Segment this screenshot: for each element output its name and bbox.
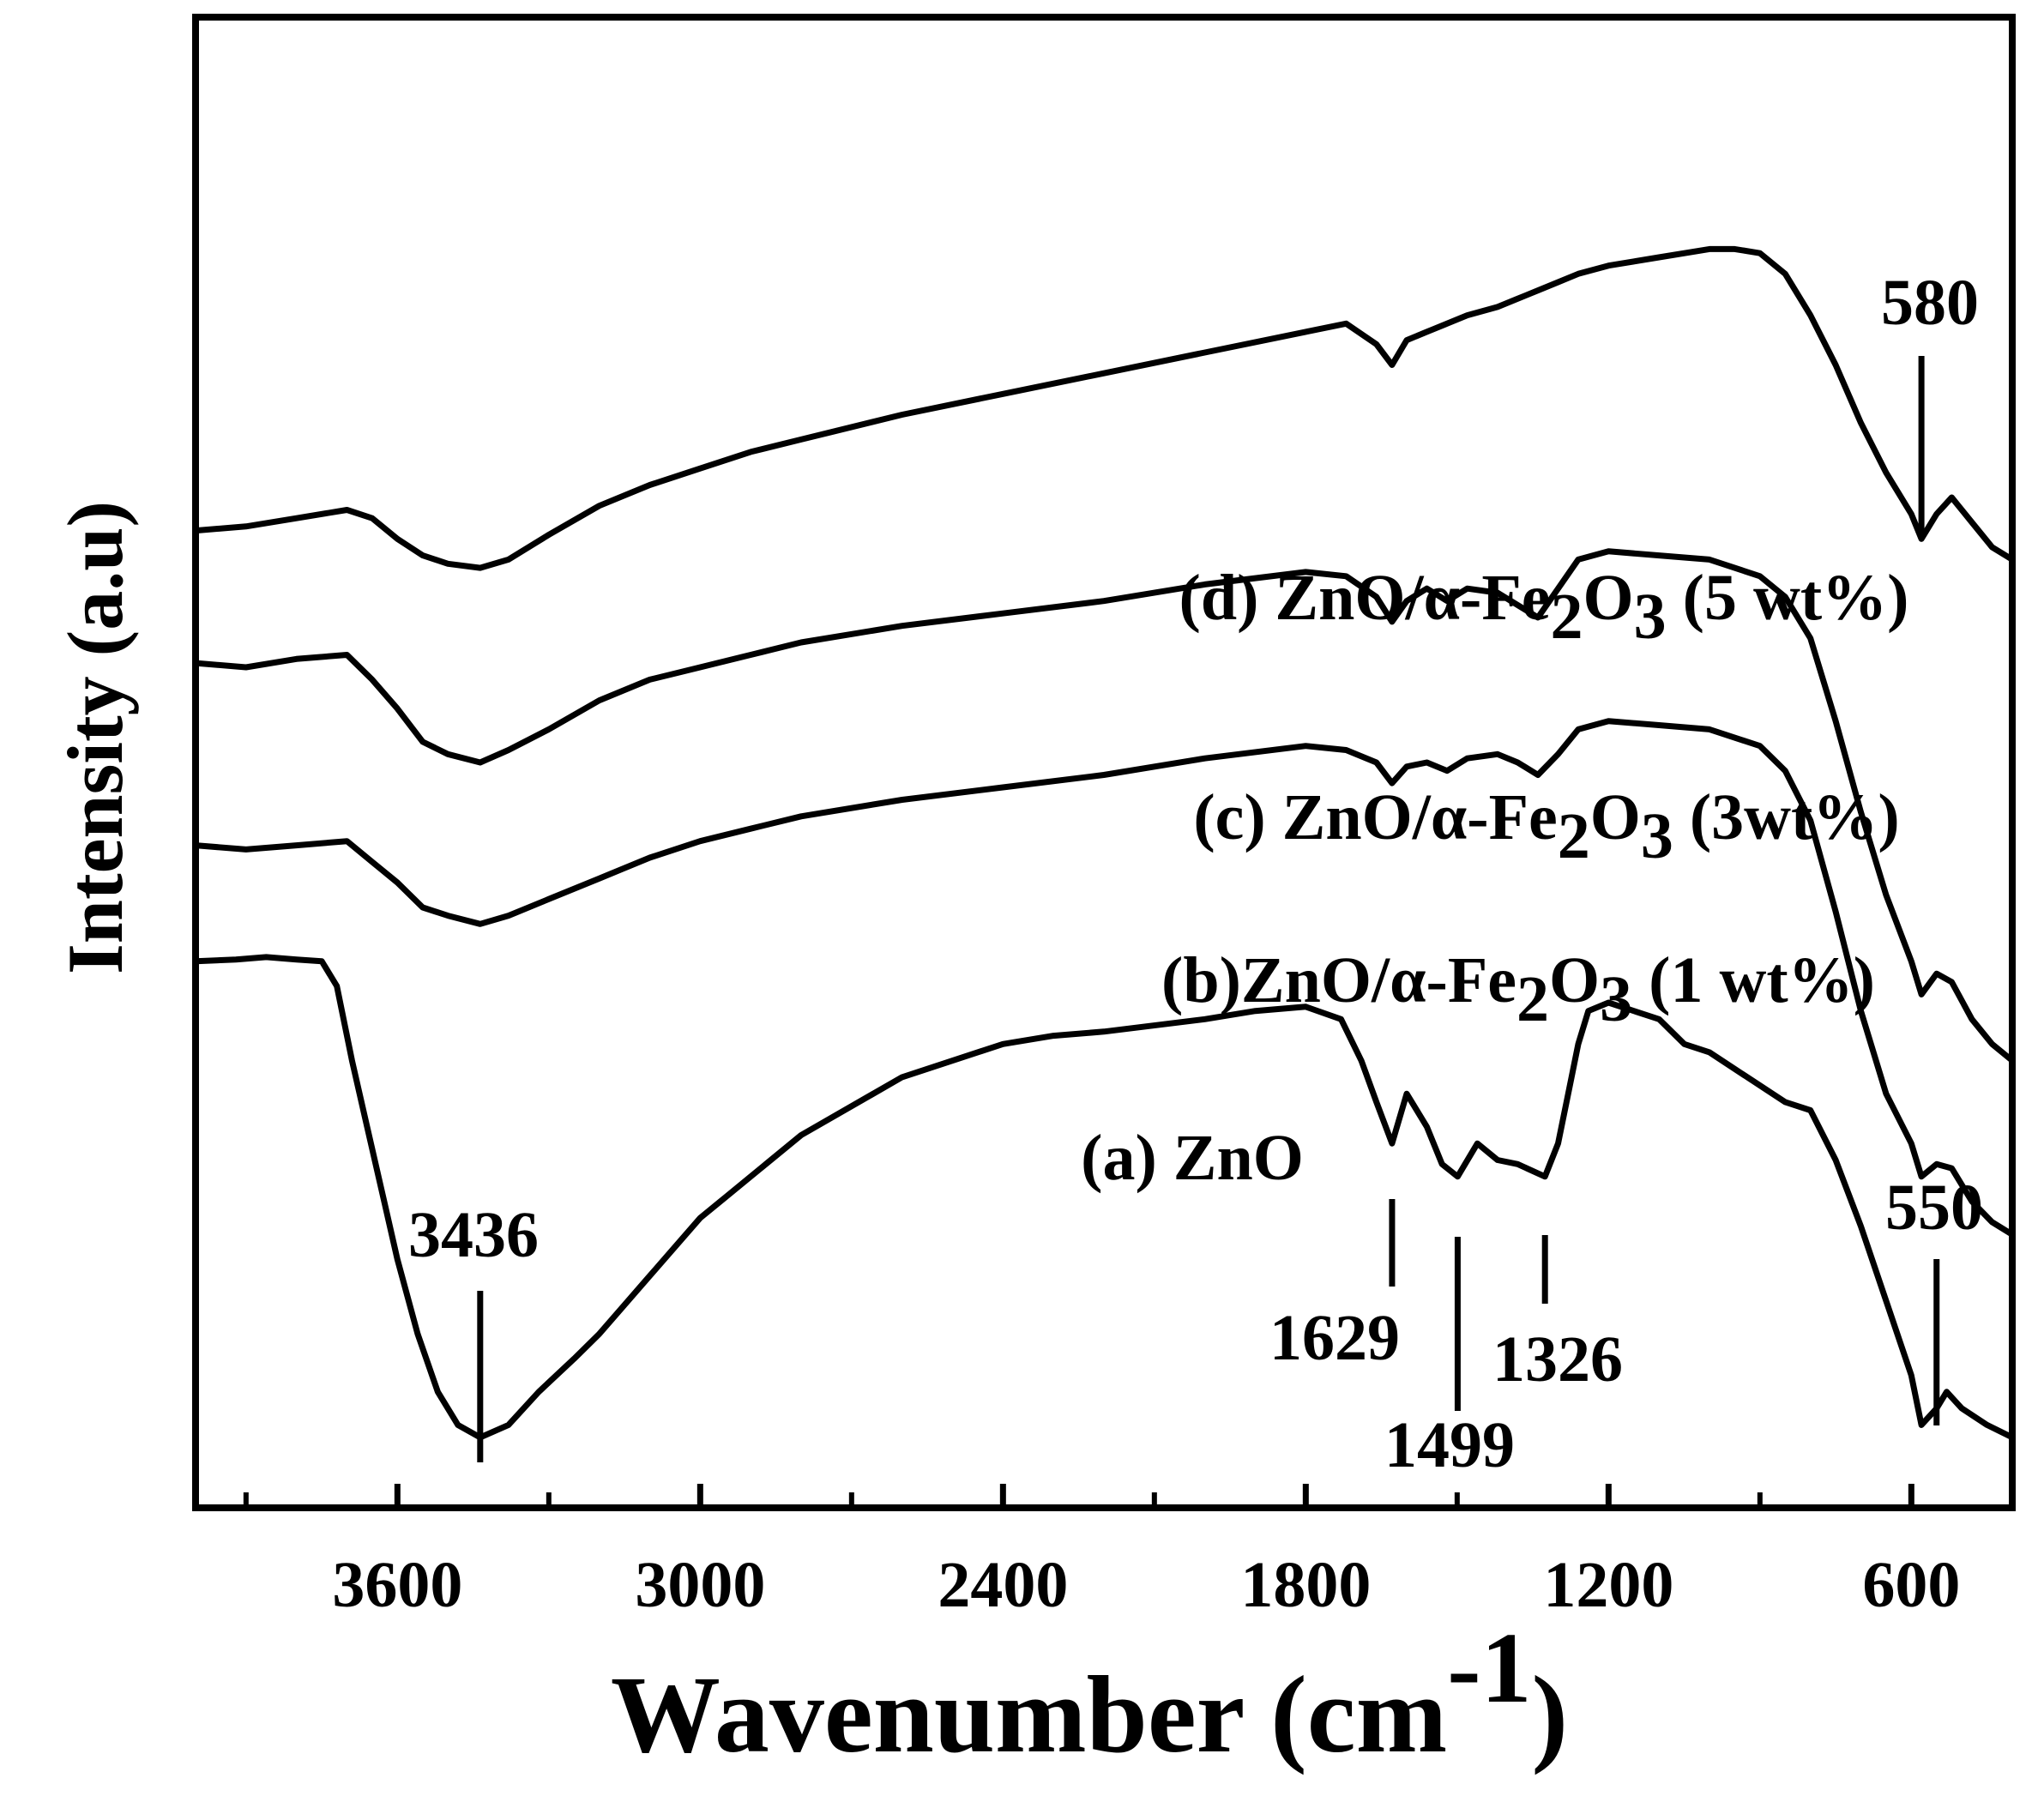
x-tick-label: 1200 — [1543, 1549, 1673, 1621]
peak-label: 580 — [1881, 267, 1979, 339]
plot-frame — [192, 14, 2016, 1511]
peak-label: 1629 — [1269, 1302, 1400, 1374]
x-tick-label: 3600 — [332, 1549, 462, 1621]
series-line-c — [192, 548, 2016, 1064]
curve-label-d: (d) ZnO/α-Fe2O3 (5 wt%) — [1179, 562, 1909, 653]
peak-annotations: 3436 1629 1499 1326 550 580 — [408, 267, 1983, 1481]
curve-label-c: (c) ZnO/α-Fe2O3 (3wt%) — [1193, 781, 1899, 872]
x-axis-title-main: Wavenumber (cm — [611, 1654, 1447, 1775]
series-line-a — [192, 954, 2016, 1441]
x-ticks — [243, 1484, 1914, 1508]
series-line-b — [192, 718, 2016, 1238]
x-tick-label: 600 — [1862, 1549, 1960, 1621]
peak-label: 1499 — [1384, 1409, 1515, 1481]
x-axis-title-superscript: -1 — [1447, 1612, 1531, 1724]
x-tick-label: 2400 — [938, 1549, 1068, 1621]
x-tick-labels: 3600 3000 2400 1800 1200 600 — [332, 1549, 1960, 1621]
curve-label-a: (a) ZnO — [1081, 1122, 1304, 1194]
spectra — [192, 245, 2016, 1441]
curve-label-b: (b)ZnO/α-Fe2O3 (1 wt%) — [1161, 944, 1875, 1035]
x-tick-label: 1800 — [1240, 1549, 1371, 1621]
peak-label: 3436 — [408, 1199, 539, 1271]
x-tick-label: 3000 — [635, 1549, 765, 1621]
x-axis-title: Wavenumber (cm-1) — [611, 1612, 1568, 1775]
curve-labels: (a) ZnO (b)ZnO/α-Fe2O3 (1 wt%) (c) ZnO/α-F… — [1081, 562, 1908, 1194]
peak-label: 550 — [1885, 1172, 1983, 1244]
peak-label: 1326 — [1492, 1323, 1623, 1395]
x-axis-title-close: ) — [1531, 1654, 1568, 1775]
series-line-d — [192, 245, 2016, 571]
y-axis-title: Intensity (a.u) — [51, 501, 139, 974]
